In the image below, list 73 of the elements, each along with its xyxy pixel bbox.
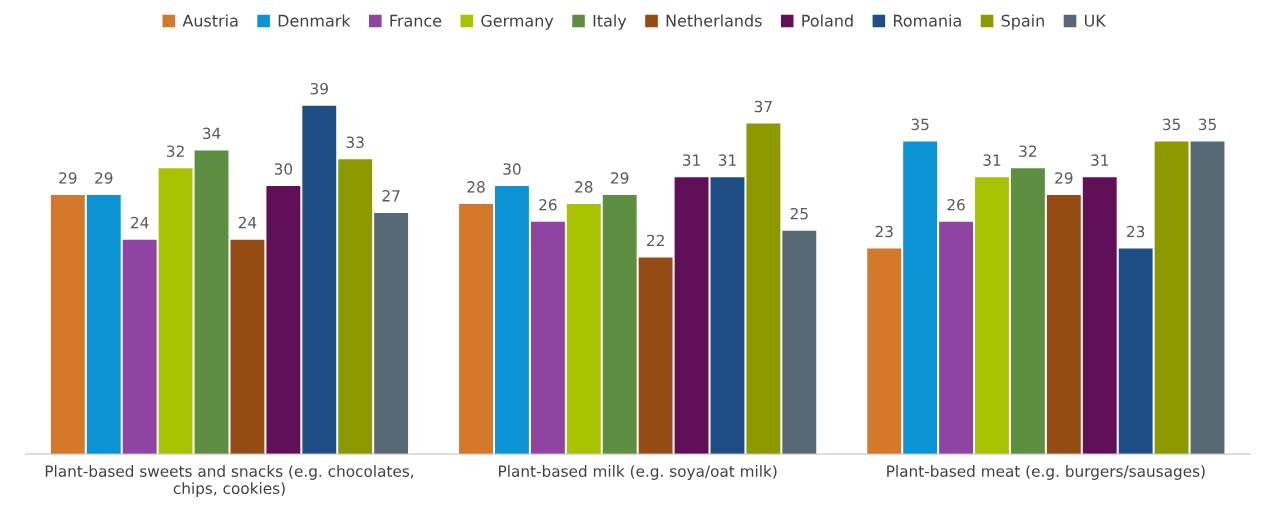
bar bbox=[1010, 168, 1045, 454]
data-label: 35 bbox=[1163, 118, 1180, 131]
legend-label: Italy bbox=[593, 14, 627, 30]
bar bbox=[459, 203, 493, 454]
data-label: 32 bbox=[1019, 145, 1037, 157]
legend-label: Netherlands bbox=[666, 14, 762, 27]
legend-label: Austria bbox=[182, 14, 238, 27]
x-tick-label: Plant-based meat (e.g. burgers/sausages) bbox=[887, 465, 1205, 480]
data-label: 31 bbox=[683, 154, 700, 166]
bar bbox=[1154, 141, 1189, 454]
bar bbox=[50, 195, 85, 454]
bar bbox=[374, 212, 409, 454]
data-label: 26 bbox=[947, 198, 965, 211]
data-label: 33 bbox=[346, 136, 364, 149]
data-label: 24 bbox=[131, 216, 149, 229]
data-label: 26 bbox=[539, 198, 557, 211]
data-label: 29 bbox=[1055, 172, 1073, 184]
data-label: 39 bbox=[310, 82, 328, 95]
data-label: 31 bbox=[1091, 154, 1109, 166]
bar bbox=[1118, 248, 1153, 454]
x-tick-label: Plant-based milk (e.g. soya/oat milk) bbox=[499, 465, 777, 480]
bar bbox=[782, 230, 817, 454]
legend-label: Spain bbox=[1001, 14, 1044, 30]
bar bbox=[266, 186, 301, 454]
data-label: 35 bbox=[1198, 118, 1216, 131]
bar bbox=[230, 239, 265, 454]
data-label: 35 bbox=[911, 118, 929, 131]
x-tick-label: Plant-based sweets and snacks (e.g. chocolates, chips, cookies) bbox=[45, 465, 414, 498]
bar bbox=[338, 159, 373, 454]
bar bbox=[1190, 141, 1225, 454]
data-label: 24 bbox=[238, 216, 257, 229]
data-label: 37 bbox=[754, 100, 772, 113]
bar bbox=[602, 195, 637, 454]
bar bbox=[1046, 195, 1081, 454]
data-label: 29 bbox=[611, 172, 629, 184]
data-label: 31 bbox=[718, 154, 736, 166]
data-label: 22 bbox=[647, 234, 664, 247]
bar bbox=[122, 239, 157, 454]
data-label: 23 bbox=[875, 225, 893, 238]
bar bbox=[903, 141, 938, 454]
data-label: 25 bbox=[790, 207, 808, 220]
data-label: 31 bbox=[983, 154, 1001, 166]
data-label: 34 bbox=[202, 127, 221, 140]
legend-label: Poland bbox=[802, 14, 853, 27]
bar bbox=[566, 203, 601, 454]
bar bbox=[939, 221, 973, 454]
data-label: 30 bbox=[274, 163, 293, 175]
bar bbox=[86, 195, 121, 454]
bar bbox=[975, 177, 1009, 454]
legend-label: UK bbox=[1084, 14, 1107, 27]
legend-label: France bbox=[390, 14, 442, 27]
data-label: 29 bbox=[59, 172, 77, 184]
data-label: 28 bbox=[575, 181, 593, 193]
legend-label: Romania bbox=[894, 14, 961, 27]
bar bbox=[158, 168, 193, 454]
data-label: 27 bbox=[382, 190, 400, 202]
bar bbox=[1082, 177, 1117, 454]
bar bbox=[495, 186, 529, 454]
bar bbox=[746, 123, 781, 454]
bar bbox=[710, 177, 745, 454]
bar bbox=[674, 177, 709, 454]
bar bbox=[302, 105, 337, 454]
legend-label: Germany bbox=[481, 14, 554, 30]
data-label: 32 bbox=[167, 145, 184, 157]
data-label: 29 bbox=[95, 172, 113, 184]
legend-label: Denmark bbox=[278, 14, 351, 27]
bar bbox=[530, 221, 565, 454]
bar bbox=[867, 248, 902, 454]
data-label: 30 bbox=[503, 163, 521, 175]
data-label: 28 bbox=[467, 181, 485, 193]
data-label: 23 bbox=[1127, 225, 1145, 238]
bar bbox=[194, 150, 229, 454]
bar bbox=[638, 257, 673, 454]
